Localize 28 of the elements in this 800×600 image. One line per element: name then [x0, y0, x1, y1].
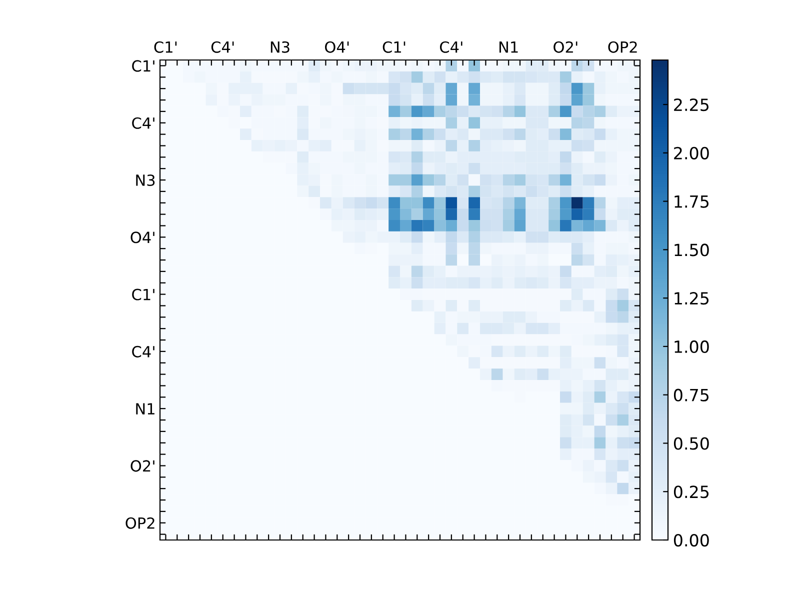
color-bar-label: 0.75: [674, 388, 709, 402]
x-tick-label: C4': [211, 41, 234, 53]
color-bar-label: 0.00: [674, 534, 709, 547]
x-tick-label: C4': [440, 41, 462, 53]
x-tick-label: N3: [270, 41, 290, 53]
y-tick-label: C4': [132, 117, 154, 129]
y-tick-label: C1': [132, 60, 154, 72]
x-tick-label: C1': [382, 41, 406, 53]
x-tick-label: O4': [325, 41, 349, 53]
y-tick-label: N3: [136, 174, 155, 186]
x-tick-label: OP2: [608, 41, 637, 53]
x-tick-label: C1': [154, 41, 177, 53]
y-tick-label: C4': [132, 346, 154, 358]
color-bar-label: 0.25: [674, 486, 709, 498]
y-tick-label: OP2: [126, 517, 154, 529]
color-bar-label: 2.00: [674, 146, 709, 160]
color-bar-label: 2.25: [674, 98, 709, 112]
color-bar-label: 1.25: [674, 292, 709, 305]
x-tick-label: O2': [554, 41, 578, 53]
y-tick-label: O2': [130, 460, 154, 472]
y-tick-label: N1: [136, 403, 154, 414]
color-bar-label: 1.75: [674, 195, 709, 208]
x-tick-label: N1: [499, 42, 518, 53]
color-bar-label: 1.50: [674, 244, 709, 256]
color-bar-label: 1.00: [674, 340, 709, 354]
color-bar-label: 0.50: [674, 437, 709, 450]
y-tick-label: O4': [130, 232, 154, 244]
y-tick-label: C1': [132, 288, 154, 300]
